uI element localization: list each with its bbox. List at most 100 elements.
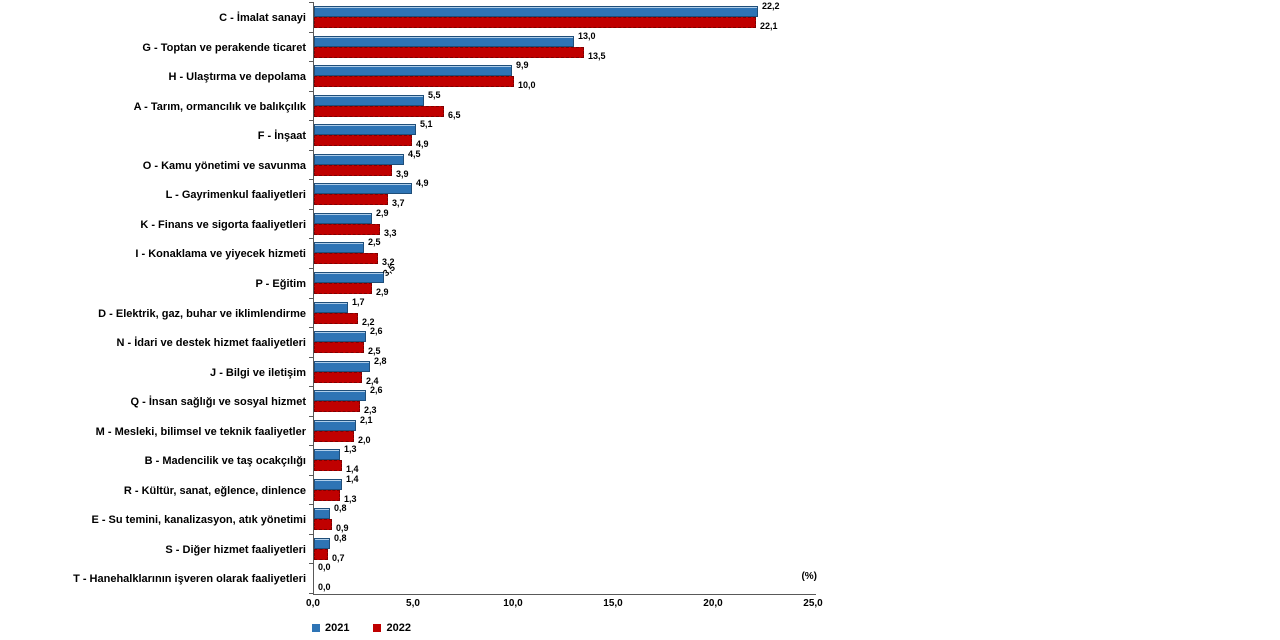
value-label-2022: 0,0 bbox=[318, 582, 331, 593]
legend-item-2021: 2021 bbox=[312, 622, 349, 634]
x-tick-label: 5,0 bbox=[406, 598, 420, 609]
value-label-2022: 1,4 bbox=[346, 464, 359, 475]
category-label: P - Eğitim bbox=[255, 277, 306, 290]
bar-2021 bbox=[314, 449, 340, 461]
value-label-2022: 3,2 bbox=[382, 257, 395, 268]
value-label-2021: 1,7 bbox=[352, 296, 365, 307]
value-label-2022: 6,5 bbox=[448, 109, 461, 120]
bar-2021 bbox=[314, 331, 366, 343]
y-axis-tick bbox=[309, 90, 313, 92]
bar-2022 bbox=[314, 312, 358, 324]
y-axis-tick bbox=[309, 445, 313, 447]
bar-2021 bbox=[314, 508, 330, 520]
bar-2021 bbox=[314, 271, 384, 283]
bar-2021 bbox=[314, 390, 366, 402]
bar-2022 bbox=[314, 164, 392, 176]
bar-2021 bbox=[314, 242, 364, 254]
bar-2022 bbox=[314, 223, 380, 235]
value-label-2022: 2,0 bbox=[358, 434, 371, 445]
value-label-2022: 4,9 bbox=[416, 139, 429, 150]
value-label-2022: 3,7 bbox=[392, 198, 405, 209]
bar-2022 bbox=[314, 282, 372, 294]
y-axis-tick bbox=[309, 563, 313, 565]
category-label: A - Tarım, ormancılık ve balıkçılık bbox=[133, 100, 306, 113]
bar-2022 bbox=[314, 135, 412, 147]
value-label-2022: 10,0 bbox=[518, 80, 536, 91]
bar-2022 bbox=[314, 342, 364, 354]
bar-2021 bbox=[314, 183, 412, 195]
y-axis-tick bbox=[309, 415, 313, 417]
category-label: H - Ulaştırma ve depolama bbox=[168, 71, 306, 84]
value-label-2021: 5,1 bbox=[420, 119, 433, 130]
value-label-2022: 2,9 bbox=[376, 286, 389, 297]
value-label-2021: 0,0 bbox=[318, 562, 331, 573]
x-tick-label: 0,0 bbox=[306, 598, 320, 609]
category-label: G - Toptan ve perakende ticaret bbox=[142, 41, 306, 54]
bar-2021 bbox=[314, 35, 574, 47]
y-axis-tick bbox=[309, 327, 313, 329]
y-axis-line bbox=[313, 2, 314, 594]
value-label-2022: 0,7 bbox=[332, 552, 345, 563]
legend-item-2022: 2022 bbox=[373, 622, 411, 634]
y-axis-tick bbox=[309, 149, 313, 151]
bar-2021 bbox=[314, 65, 512, 77]
unit-label: (%) bbox=[801, 571, 817, 582]
value-label-2022: 2,2 bbox=[362, 316, 375, 327]
value-label-2021: 2,6 bbox=[370, 385, 383, 396]
value-label-2022: 3,3 bbox=[384, 227, 397, 238]
bar-2022 bbox=[314, 460, 342, 472]
value-label-2022: 3,9 bbox=[396, 168, 409, 179]
bar-2021 bbox=[314, 360, 370, 372]
legend-label: 2022 bbox=[386, 622, 411, 634]
y-axis-tick bbox=[309, 474, 313, 476]
bar-2021 bbox=[314, 419, 356, 431]
category-label: Q - İnsan sağlığı ve sosyal hizmet bbox=[130, 396, 306, 409]
y-axis-tick bbox=[309, 593, 313, 594]
value-label-2021: 0,8 bbox=[334, 532, 347, 543]
bar-2022 bbox=[314, 46, 584, 58]
value-label-2022: 2,3 bbox=[364, 405, 377, 416]
bar-2021 bbox=[314, 478, 342, 490]
value-label-2021: 1,3 bbox=[344, 444, 357, 455]
bar-2021 bbox=[314, 301, 348, 313]
legend-label: 2021 bbox=[325, 622, 350, 634]
category-label: D - Elektrik, gaz, buhar ve iklimlendirm… bbox=[98, 307, 306, 320]
bar-2021 bbox=[314, 153, 404, 165]
y-axis-tick bbox=[309, 208, 313, 210]
category-label: B - Madencilik ve taş ocakçılığı bbox=[144, 455, 306, 468]
value-label-2021: 2,1 bbox=[360, 414, 373, 425]
value-label-2021: 2,6 bbox=[370, 326, 383, 337]
x-tick-label: 15,0 bbox=[603, 598, 623, 609]
value-label-2021: 22,2 bbox=[762, 1, 780, 11]
bar-2021 bbox=[314, 212, 372, 224]
bar-2021 bbox=[314, 537, 330, 549]
y-axis-tick bbox=[309, 2, 313, 3]
value-label-2021: 4,5 bbox=[408, 148, 421, 159]
bar-2022 bbox=[314, 17, 756, 28]
x-tick-label: 10,0 bbox=[503, 598, 523, 609]
bar-2021 bbox=[314, 6, 758, 17]
y-axis-tick bbox=[309, 238, 313, 240]
bar-2022 bbox=[314, 548, 328, 560]
value-label-2021: 9,9 bbox=[516, 60, 529, 71]
bar-2022 bbox=[314, 371, 362, 383]
legend: 2021 2022 bbox=[312, 622, 411, 634]
bar-2022 bbox=[314, 76, 514, 88]
legend-marker-icon bbox=[312, 624, 320, 632]
y-axis-tick bbox=[309, 297, 313, 299]
value-label-2021: 1,4 bbox=[346, 473, 359, 484]
bar-2022 bbox=[314, 519, 332, 531]
value-label-2021: 0,8 bbox=[334, 503, 347, 514]
category-label: T - Hanehalklarının işveren olarak faali… bbox=[73, 573, 306, 586]
category-label: M - Mesleki, bilimsel ve teknik faaliyet… bbox=[95, 425, 306, 438]
x-axis-line bbox=[313, 594, 816, 595]
category-label: R - Kültür, sanat, eğlence, dinlence bbox=[123, 484, 306, 497]
bar-2022 bbox=[314, 430, 354, 442]
y-axis-tick bbox=[309, 356, 313, 358]
value-label-2022: 2,5 bbox=[368, 346, 381, 357]
category-label: N - İdari ve destek hizmet faaliyetleri bbox=[116, 337, 306, 350]
value-label-2022: 13,5 bbox=[588, 50, 606, 61]
bar-2022 bbox=[314, 253, 378, 265]
bar-2021 bbox=[314, 94, 424, 106]
